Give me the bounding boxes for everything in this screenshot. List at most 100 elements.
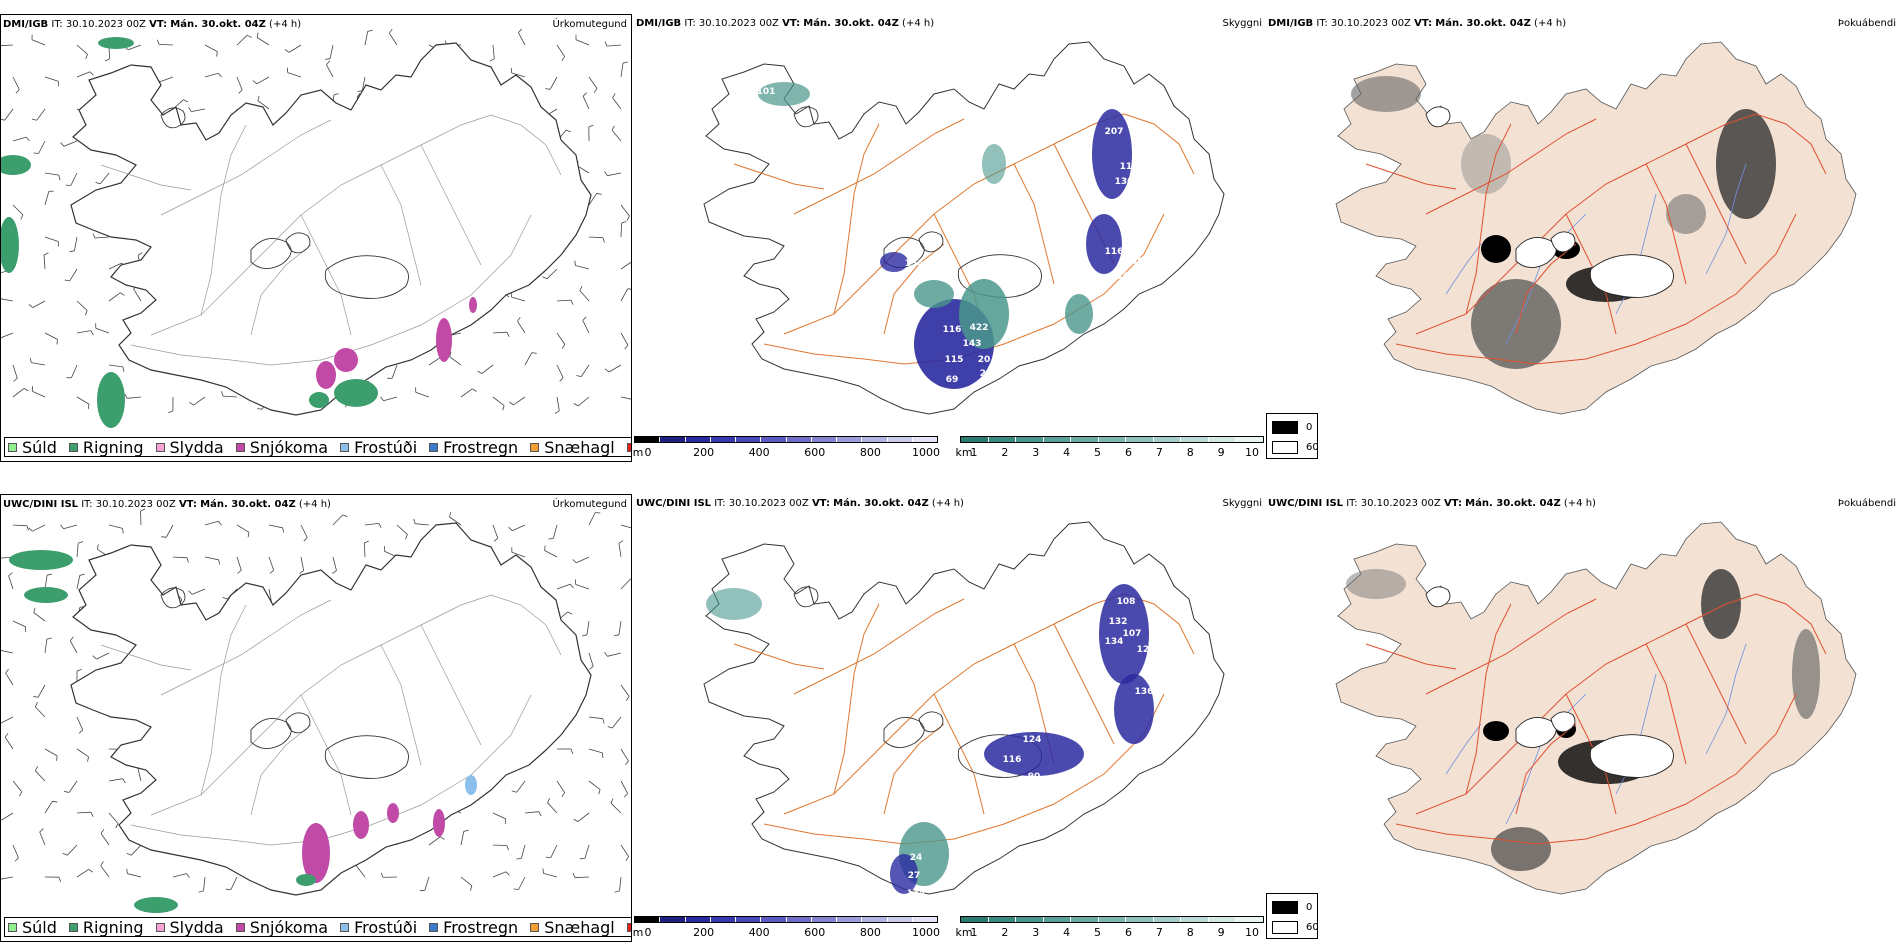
wind-barb [576,556,590,564]
iceland-coastline-top [70,42,592,416]
wind-barb [607,652,622,657]
wind-barb-flag [79,574,85,576]
wind-barb [76,811,92,814]
wind-barb [618,620,622,635]
precip-legend-swatch [340,442,350,452]
wind-barb [127,873,142,878]
wind-barb-flag [567,611,573,615]
wind-barb-flag [326,60,331,65]
wind-barb-flag [364,540,369,544]
wind-barb-flag [554,410,560,414]
wind-barb-flag [470,885,473,891]
wind-barb [12,844,19,859]
colorbar-step [761,437,787,442]
wind-barb [76,330,91,334]
wind-barb [74,236,78,251]
wind-barb [94,236,110,239]
wind-barb [428,356,441,366]
wind-barb [588,76,598,89]
map-line [1645,643,1687,765]
cloud-base-number: 134 [1105,637,1124,647]
cloud-type-label-top: Skyggni [1222,18,1262,29]
cloud-base-number: 125 [1137,645,1156,655]
map-line [300,214,352,336]
wind-barb [236,35,248,46]
wind-barb-flag [542,868,544,874]
cloud-panel-bottom: 108 132 134 107 125 104 136 124 116 90 47 24 27 144 U… [634,494,1266,942]
wind-barb [492,331,508,334]
wind-barb [68,780,78,793]
wind-barb [44,639,48,654]
fog-legend-top: 0 60 [1266,413,1319,459]
map-line [420,624,482,746]
precip-legend-label: Snæhagl [544,437,615,457]
cloud-base-number: 422 [970,323,989,333]
wind-barb [99,172,110,185]
wind-barb-flag [8,572,13,577]
glacier-outline [1589,254,1674,298]
wind-barb [69,640,78,654]
wind-barb-flag [589,665,594,670]
cloud-base-number: 47 [818,727,831,737]
precip-legend-item: Frostúði [340,918,417,937]
cloud-base-colorbar-bottom [634,916,938,923]
wind-barb [12,620,26,628]
colorbar-tick: 10 [1245,446,1259,459]
colorbar-step [685,437,711,442]
wind-barb [492,871,507,878]
cloud-base-ticks-bottom: m 0 200 400 600 800 1000 [633,926,940,940]
wind-barb-flag [582,316,587,321]
wind-barb-flag [62,852,68,856]
wind-barb [76,575,81,590]
precip-legend-label: Rigning [82,437,144,457]
colorbar-tick: 3 [1032,926,1040,939]
precip-legend-label: Súld [22,437,57,457]
wind-barb [256,37,270,46]
wind-barb-flag [189,401,194,406]
wind-barb-flag [257,95,260,101]
precip-legend-item: Frostregn [429,918,518,937]
wind-barb [620,780,628,794]
wind-barb [517,320,526,334]
wind-barb-flag [612,93,616,99]
wind-barb [449,516,462,526]
wind-barb-flag [614,890,620,893]
precip-legend-swatch [68,922,78,932]
wind-barb [607,172,622,177]
cloud-base-number: 101 [757,87,776,97]
wind-barb [76,300,88,311]
wind-barb-flag [100,829,105,834]
wind-barb-flag [561,56,566,62]
wind-barb [329,44,334,59]
wind-barb [76,396,90,405]
map-line [1445,723,1482,775]
wind-barb-flag [4,733,9,738]
wind-barb-flag [84,310,88,316]
wind-barb-flag [449,351,452,357]
precip-legend-item: Haglél [626,438,631,457]
wind-barb-flag [538,811,542,817]
wind-barb [576,165,590,174]
wind-barb [191,588,206,595]
colorbar-step [1098,437,1127,442]
wind-barb [620,748,629,762]
wind-barb [481,364,494,374]
wind-barb [1,812,14,821]
wind-barb-flag [26,525,29,531]
wind-barb-flag [602,237,605,243]
wind-barb [137,767,142,782]
wind-barb [556,299,572,302]
map-line [130,694,532,846]
cloud-base-number: 143 [963,339,982,349]
roads-cloud-bottom [733,593,1195,845]
wind-barb [520,844,526,859]
glaciers-fog-bottom [1425,586,1674,778]
colorbar-step [1208,917,1237,922]
wind-barb-flag [449,512,452,518]
wind-barb [513,396,526,406]
fog-type-label-bottom: Þokuábendi [1837,498,1896,509]
colorbar-step [786,437,812,442]
wind-barb-flag [100,861,104,866]
wind-barb [415,392,430,398]
wind-barb-flag [122,778,126,784]
